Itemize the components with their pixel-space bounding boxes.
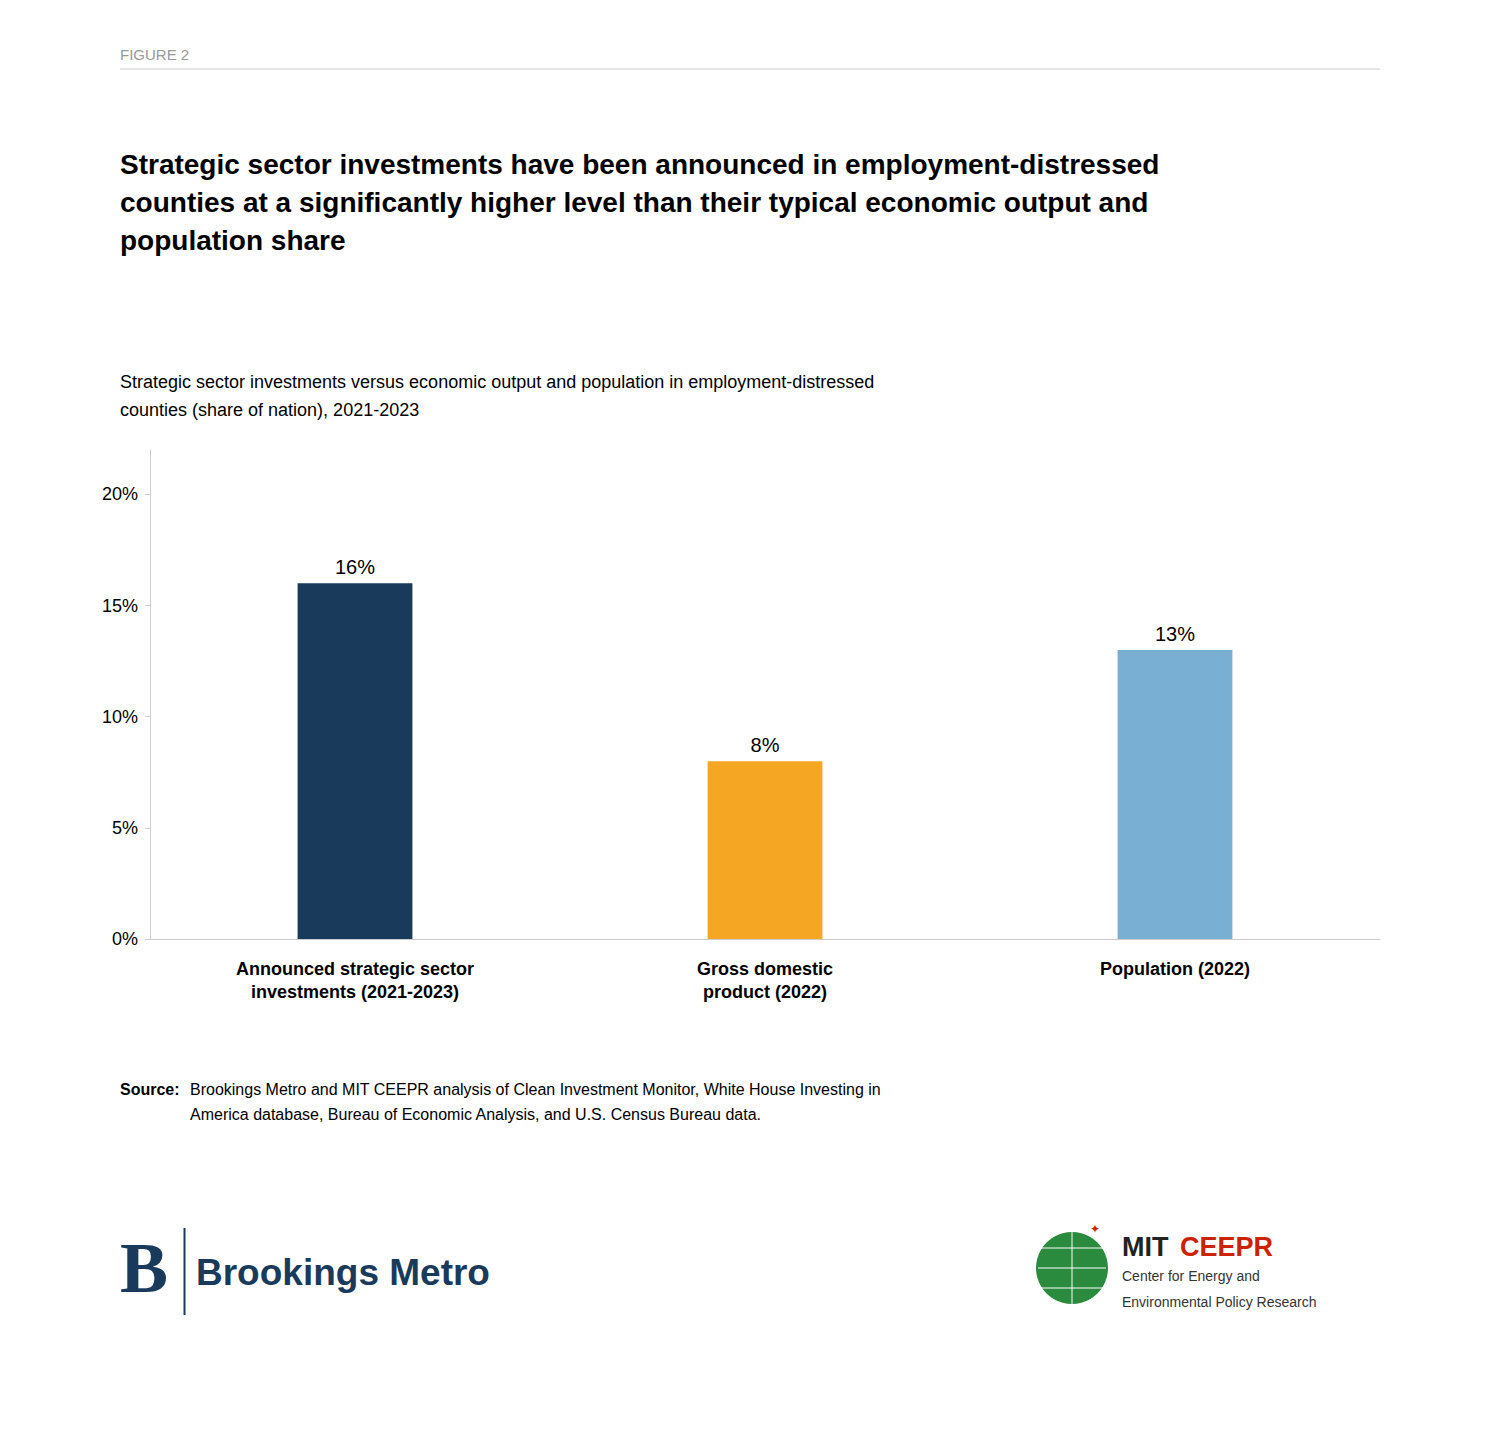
svg-text:counties (share of nation), 20: counties (share of nation), 2021-2023 bbox=[120, 400, 419, 420]
svg-text:16%: 16% bbox=[335, 556, 375, 578]
svg-text:counties at a significantly hi: counties at a significantly higher level… bbox=[120, 187, 1148, 218]
svg-text:MIT: MIT bbox=[1122, 1232, 1169, 1262]
svg-text:Brookings Metro: Brookings Metro bbox=[196, 1252, 490, 1293]
svg-text:Population (2022): Population (2022) bbox=[1100, 959, 1250, 979]
svg-text:Brookings Metro and MIT CEEPR: Brookings Metro and MIT CEEPR analysis o… bbox=[190, 1081, 881, 1098]
svg-text:Announced strategic sector: Announced strategic sector bbox=[236, 959, 474, 979]
svg-text:investments (2021-2023): investments (2021-2023) bbox=[251, 982, 459, 1002]
svg-text:Strategic sector investments v: Strategic sector investments versus econ… bbox=[120, 372, 874, 392]
svg-text:Strategic sector investments h: Strategic sector investments have been a… bbox=[120, 149, 1159, 180]
svg-text:15%: 15% bbox=[102, 596, 138, 616]
svg-text:FIGURE 2: FIGURE 2 bbox=[120, 46, 189, 63]
svg-text:10%: 10% bbox=[102, 707, 138, 727]
svg-text:product (2022): product (2022) bbox=[703, 982, 827, 1002]
svg-text:5%: 5% bbox=[112, 818, 138, 838]
svg-text:B: B bbox=[120, 1228, 168, 1308]
svg-text:Environmental Policy Research: Environmental Policy Research bbox=[1122, 1294, 1317, 1310]
svg-text:13%: 13% bbox=[1155, 623, 1195, 645]
svg-text:8%: 8% bbox=[751, 734, 780, 756]
svg-text:CEEPR: CEEPR bbox=[1180, 1232, 1273, 1262]
svg-text:20%: 20% bbox=[102, 484, 138, 504]
svg-text:Source:: Source: bbox=[120, 1081, 180, 1098]
svg-text:0%: 0% bbox=[112, 929, 138, 949]
svg-text:Gross domestic: Gross domestic bbox=[697, 959, 833, 979]
svg-text:Center for Energy and: Center for Energy and bbox=[1122, 1268, 1260, 1284]
svg-text:America database, Bureau of Ec: America database, Bureau of Economic Ana… bbox=[190, 1106, 761, 1123]
svg-text:population share: population share bbox=[120, 225, 346, 256]
svg-text:✦: ✦ bbox=[1090, 1222, 1100, 1236]
